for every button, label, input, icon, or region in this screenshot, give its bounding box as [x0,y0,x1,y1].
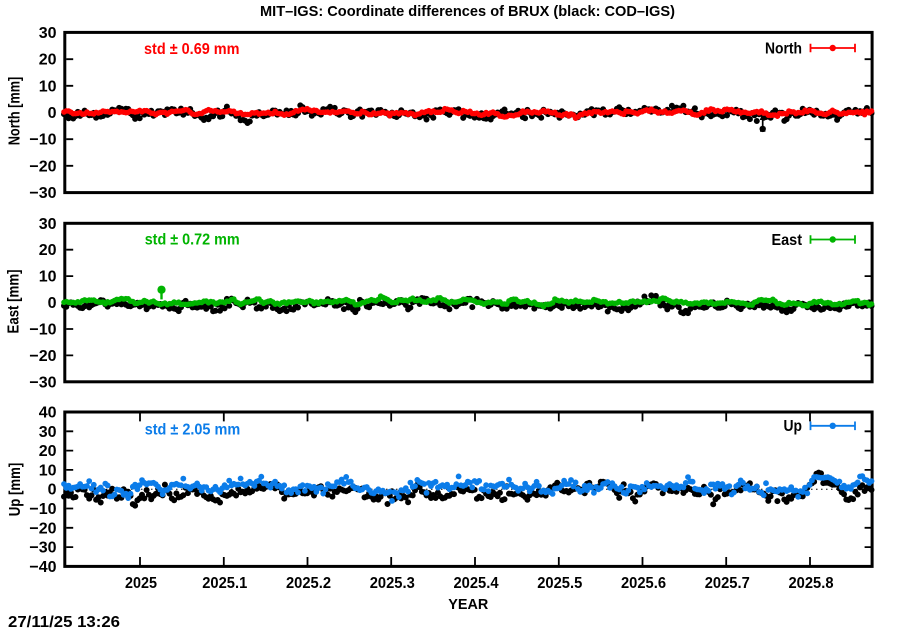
svg-text:2025.2: 2025.2 [286,575,331,592]
svg-text:2025.1: 2025.1 [202,575,247,592]
svg-text:std ± 2.05 mm: std ± 2.05 mm [145,421,241,438]
svg-text:2025.3: 2025.3 [370,575,415,592]
svg-text:10: 10 [39,269,57,286]
svg-text:0: 0 [48,105,57,122]
svg-text:2025.4: 2025.4 [454,575,499,592]
svg-text:std ± 0.72 mm: std ± 0.72 mm [145,232,240,249]
svg-text:30: 30 [39,216,57,233]
svg-text:30: 30 [39,25,57,42]
svg-text:−10: −10 [29,132,56,149]
svg-text:−30: −30 [29,185,56,202]
svg-text:−30: −30 [29,540,56,557]
svg-text:27/11/25 13:26: 27/11/25 13:26 [8,614,120,630]
svg-text:2025.7: 2025.7 [705,575,750,592]
svg-text:0: 0 [48,295,57,312]
svg-text:2025.6: 2025.6 [621,575,666,592]
svg-text:20: 20 [39,443,57,460]
svg-text:East [mm]: East [mm] [6,270,23,334]
svg-text:−40: −40 [29,559,56,576]
svg-text:10: 10 [39,462,57,479]
svg-text:East: East [772,232,803,249]
svg-text:2025.5: 2025.5 [537,575,582,592]
svg-text:−20: −20 [29,158,56,175]
svg-text:0: 0 [48,482,57,499]
svg-text:−30: −30 [29,374,56,391]
svg-text:−20: −20 [29,348,56,365]
svg-text:Up [mm]: Up [mm] [7,463,24,517]
svg-text:30: 30 [39,424,57,441]
svg-text:−10: −10 [29,321,56,338]
svg-text:−20: −20 [29,520,56,537]
svg-text:Up: Up [784,418,803,435]
svg-text:North [mm]: North [mm] [7,77,24,146]
svg-text:North: North [765,40,802,57]
svg-text:MIT–IGS: Coordinate difference: MIT–IGS: Coordinate differences of BRUX … [260,3,675,20]
svg-text:−10: −10 [29,501,56,518]
svg-text:20: 20 [39,52,57,69]
svg-text:10: 10 [39,78,57,95]
svg-text:20: 20 [39,242,57,259]
svg-text:40: 40 [39,405,57,422]
svg-text:YEAR: YEAR [448,596,488,613]
svg-text:std ± 0.69 mm: std ± 0.69 mm [144,41,240,58]
svg-text:2025: 2025 [125,575,157,592]
svg-text:2025.8: 2025.8 [789,575,834,592]
